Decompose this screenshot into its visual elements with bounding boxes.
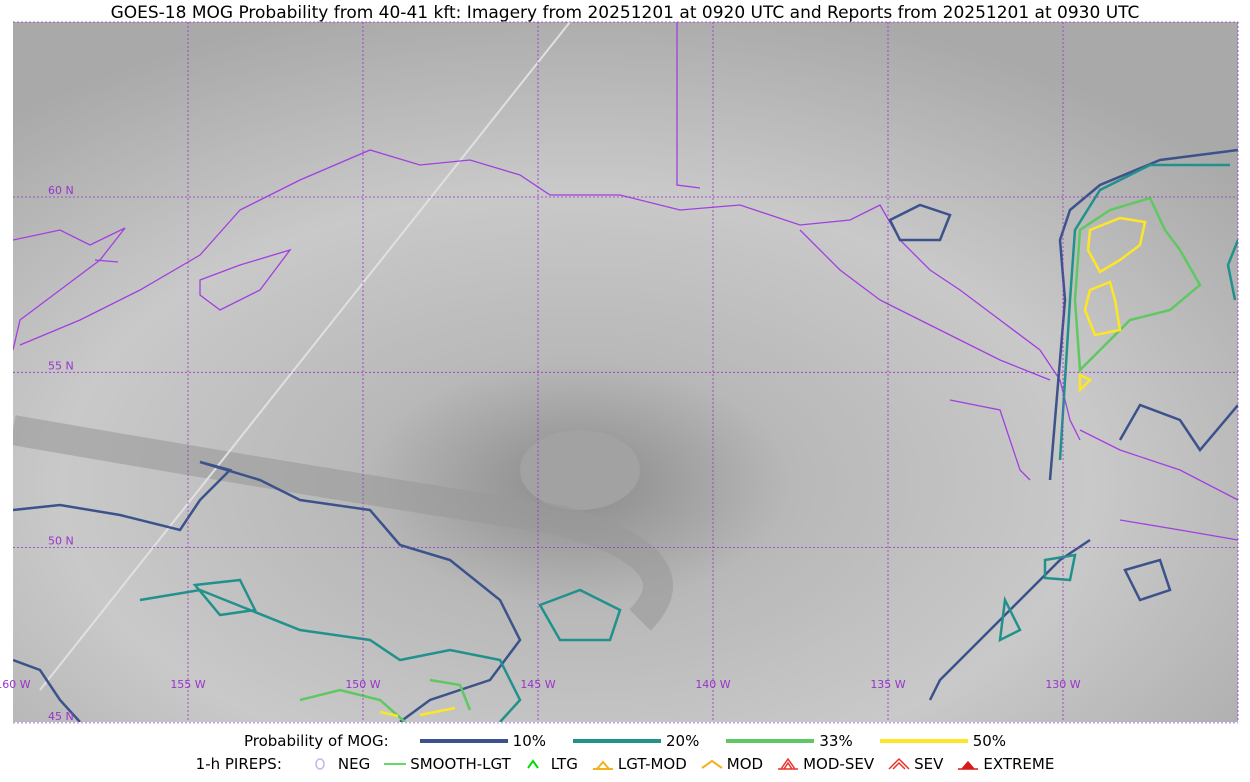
longitude-label: 140 W bbox=[695, 678, 730, 691]
longitude-label: 130 W bbox=[1045, 678, 1080, 691]
pirep-icon bbox=[592, 760, 613, 770]
contrail bbox=[39, 22, 571, 691]
legend-label: LGT-MOD bbox=[617, 755, 687, 773]
pirep-icon bbox=[778, 757, 799, 770]
legend-label: MOD bbox=[726, 755, 764, 773]
latitude-label: 55 N bbox=[48, 359, 74, 372]
pirep-icon bbox=[888, 757, 910, 770]
legend-label: 10% bbox=[512, 732, 547, 750]
legend-item: MOD-SEV bbox=[777, 755, 874, 773]
pireps-legend: 1-h PIREPS: NEG SMOOTH-LGT LTG LGT-MOD MOD MOD… bbox=[0, 755, 1250, 773]
icon bbox=[958, 760, 979, 770]
legend-label: LTG bbox=[550, 755, 578, 773]
legend-item: 10% bbox=[419, 732, 546, 750]
legend-swatch bbox=[573, 739, 662, 743]
legend-label: 33% bbox=[819, 732, 853, 750]
legend-item: MOD bbox=[701, 755, 763, 773]
pirep-icon bbox=[958, 760, 979, 770]
pirep-icon bbox=[526, 759, 539, 769]
longitude-label: 160 W bbox=[0, 678, 31, 691]
pirep-icon bbox=[701, 759, 723, 769]
legend-swatch bbox=[879, 739, 968, 743]
legend-item: NEG bbox=[312, 755, 370, 773]
probability-contours bbox=[13, 148, 1238, 722]
legend-item: EXTREME bbox=[957, 755, 1054, 773]
legend-label: SEV bbox=[914, 755, 944, 773]
legend-label: EXTREME bbox=[983, 755, 1055, 773]
legend-item: 50% bbox=[879, 732, 1006, 750]
icon bbox=[701, 759, 723, 769]
legend-swatch bbox=[419, 739, 508, 743]
pirep-icon bbox=[384, 763, 407, 765]
coastlines bbox=[13, 22, 1238, 541]
cloud-swirl bbox=[520, 430, 640, 510]
graticule: 160 W 155 W 150 W 145 W 140 W 135 W 130 W 60 N 5… bbox=[0, 21, 1239, 724]
latitude-label: 45 N bbox=[48, 710, 74, 723]
legend-label: 20% bbox=[666, 732, 700, 750]
icon bbox=[592, 760, 613, 770]
icon bbox=[526, 759, 539, 769]
legend-item: SMOOTH-LGT bbox=[384, 755, 511, 773]
legend-swatch bbox=[726, 739, 815, 743]
icon bbox=[778, 757, 799, 770]
legend-label: 50% bbox=[972, 732, 1007, 750]
icon bbox=[888, 757, 910, 770]
legend-item: SEV bbox=[888, 755, 943, 773]
legend-title: Probability of MOG: bbox=[243, 732, 389, 750]
legend-item: LTG bbox=[525, 755, 578, 773]
legend-label: SMOOTH-LGT bbox=[410, 755, 511, 773]
cloud-band bbox=[13, 415, 673, 631]
pirep-icon bbox=[315, 758, 325, 770]
longitude-label: 145 W bbox=[520, 678, 555, 691]
legend-item: LGT-MOD bbox=[592, 755, 687, 773]
legend-label: MOD-SEV bbox=[803, 755, 875, 773]
longitude-label: 150 W bbox=[345, 678, 380, 691]
longitude-label: 135 W bbox=[870, 678, 905, 691]
icon bbox=[315, 758, 325, 770]
legend-label: NEG bbox=[337, 755, 371, 773]
latitude-label: 60 N bbox=[48, 184, 74, 197]
map: 160 W 155 W 150 W 145 W 140 W 135 W 130 W 60 N 5… bbox=[0, 21, 1239, 724]
map-title: GOES-18 MOG Probability from 40-41 kft: … bbox=[110, 3, 1140, 23]
legend-title: 1-h PIREPS: bbox=[195, 755, 282, 773]
legend-item: 33% bbox=[725, 732, 853, 750]
probability-legend: Probability of MOG: 10% 20% 33% 50% bbox=[0, 732, 1250, 750]
latitude-label: 50 N bbox=[48, 535, 74, 548]
legend-item: 20% bbox=[572, 732, 699, 750]
longitude-label: 155 W bbox=[170, 678, 205, 691]
